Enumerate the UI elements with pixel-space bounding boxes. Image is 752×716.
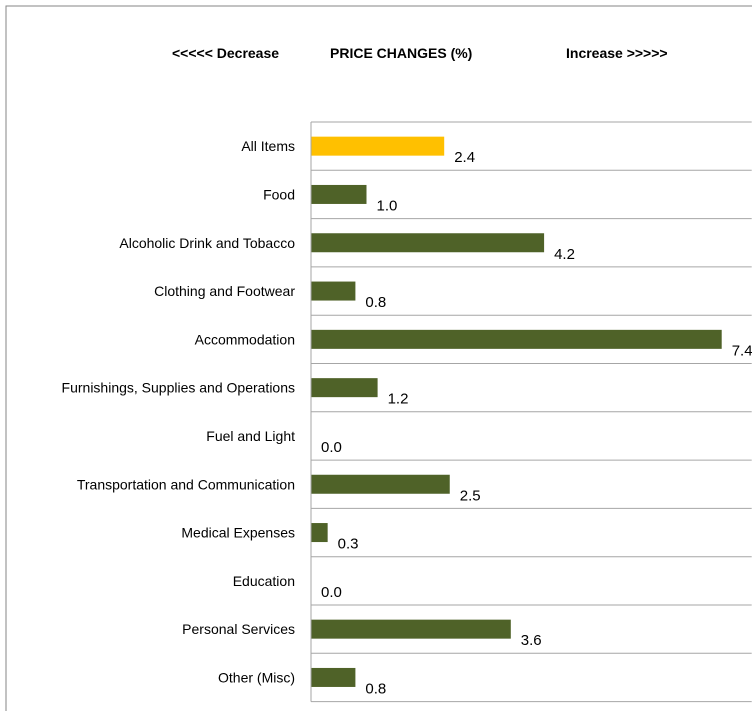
value-label: 1.0 <box>377 197 398 214</box>
value-label: 0.8 <box>365 294 386 311</box>
category-label: Other (Misc) <box>218 669 295 685</box>
category-label: Transportation and Communication <box>77 476 295 492</box>
bar-other-misc <box>311 667 356 687</box>
value-label: 1.2 <box>388 391 409 408</box>
category-label: All Items <box>241 138 295 154</box>
value-label: 0.3 <box>338 536 359 553</box>
chart-border <box>5 5 752 716</box>
bar-transportation-and-communication <box>311 474 450 494</box>
value-label: 2.5 <box>460 487 481 504</box>
grid-lines <box>311 121 752 703</box>
category-label: Education <box>233 573 295 589</box>
bar-furnishings-supplies-and-operations <box>311 378 378 398</box>
value-label: 0.0 <box>321 439 342 456</box>
value-label: 7.4 <box>732 342 752 359</box>
category-label: Clothing and Footwear <box>154 283 295 299</box>
bar-food <box>311 184 367 204</box>
value-label: 0.8 <box>365 680 386 697</box>
value-label: 2.4 <box>454 149 475 166</box>
category-label: Furnishings, Supplies and Operations <box>62 380 295 396</box>
category-label: Accommodation <box>195 331 295 347</box>
decrease-label: <<<<< Decrease <box>172 45 279 61</box>
value-label: 4.2 <box>554 246 575 263</box>
bar-accommodation <box>311 329 722 349</box>
category-label: Medical Expenses <box>181 525 295 541</box>
category-label: Alcoholic Drink and Tobacco <box>119 235 295 251</box>
bar-medical-expenses <box>311 523 328 543</box>
bar-alcoholic-drink-and-tobacco <box>311 233 545 253</box>
chart-title: PRICE CHANGES (%) <box>330 45 472 61</box>
bar-personal-services <box>311 619 511 639</box>
value-labels: 2.4 1.0 4.2 0.8 7.4 1.2 0.0 2.5 0.3 0.0 3.6 0.8 <box>321 149 752 697</box>
bar-all-items <box>311 136 445 156</box>
bar-clothing-and-footwear <box>311 281 356 301</box>
category-label: Fuel and Light <box>206 428 295 444</box>
category-labels: All Items Food Alcoholic Drink and Tobacco… <box>62 138 296 685</box>
increase-label: Increase >>>>> <box>566 45 668 61</box>
value-label: 3.6 <box>521 632 542 649</box>
category-label: Food <box>263 186 295 202</box>
bars <box>311 136 722 687</box>
value-label: 0.0 <box>321 584 342 601</box>
category-label: Personal Services <box>182 621 295 637</box>
